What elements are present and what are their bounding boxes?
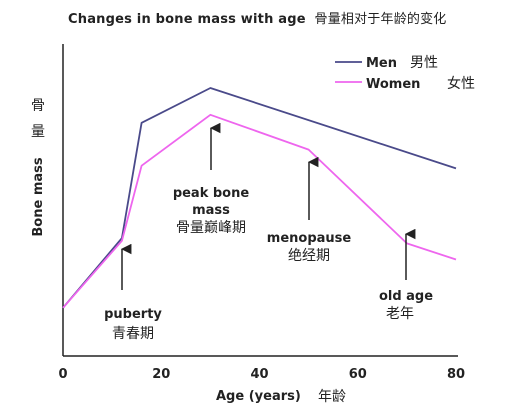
y-axis-label: Bone mass bbox=[31, 157, 46, 236]
series-layer bbox=[62, 87, 457, 309]
old-age-label: old age bbox=[379, 289, 433, 304]
puberty-label: puberty bbox=[104, 307, 162, 322]
old-age-label-zh: 老年 bbox=[386, 306, 414, 322]
x-tick-labels: 0 20 40 60 80 bbox=[58, 367, 465, 382]
peak-bone-mass-label-2: mass bbox=[192, 203, 230, 218]
series-line-men bbox=[62, 87, 457, 309]
x-tick-label: 80 bbox=[447, 367, 465, 382]
legend: Men 男性 Women 女性 bbox=[335, 55, 475, 92]
legend-label-women: Women bbox=[366, 77, 420, 92]
y-axis-label-zh-1: 骨 bbox=[31, 98, 45, 114]
x-tick-label: 0 bbox=[58, 367, 67, 382]
chart-title-zh: 骨量相对于年龄的变化 bbox=[314, 12, 447, 27]
legend-label-men: Men bbox=[366, 56, 397, 71]
menopause-label-zh: 绝经期 bbox=[288, 248, 330, 264]
peak-bone-mass-label-zh: 骨量巅峰期 bbox=[176, 220, 246, 236]
series-line-women bbox=[62, 113, 457, 309]
x-tick-label: 60 bbox=[349, 367, 367, 382]
chart-title: Changes in bone mass with age 骨量相对于年龄的变化 bbox=[68, 8, 447, 27]
chart-title-en: Changes in bone mass with age bbox=[68, 12, 306, 27]
menopause-label: menopause bbox=[267, 231, 352, 246]
x-tick-label: 40 bbox=[250, 367, 268, 382]
annotations: puberty 青春期 peak bone mass 骨量巅峰期 menopau… bbox=[104, 122, 433, 342]
legend-label-women-zh: 女性 bbox=[447, 75, 475, 92]
x-axis-label: Age (years) bbox=[216, 389, 301, 404]
x-axis-label-zh: 年龄 bbox=[318, 389, 346, 405]
x-tick-label: 20 bbox=[152, 367, 170, 382]
puberty-label-zh: 青春期 bbox=[112, 326, 154, 342]
y-axis-label-zh-2: 量 bbox=[31, 124, 45, 140]
legend-label-men-zh: 男性 bbox=[410, 55, 438, 71]
peak-bone-mass-label-1: peak bone bbox=[173, 186, 250, 201]
